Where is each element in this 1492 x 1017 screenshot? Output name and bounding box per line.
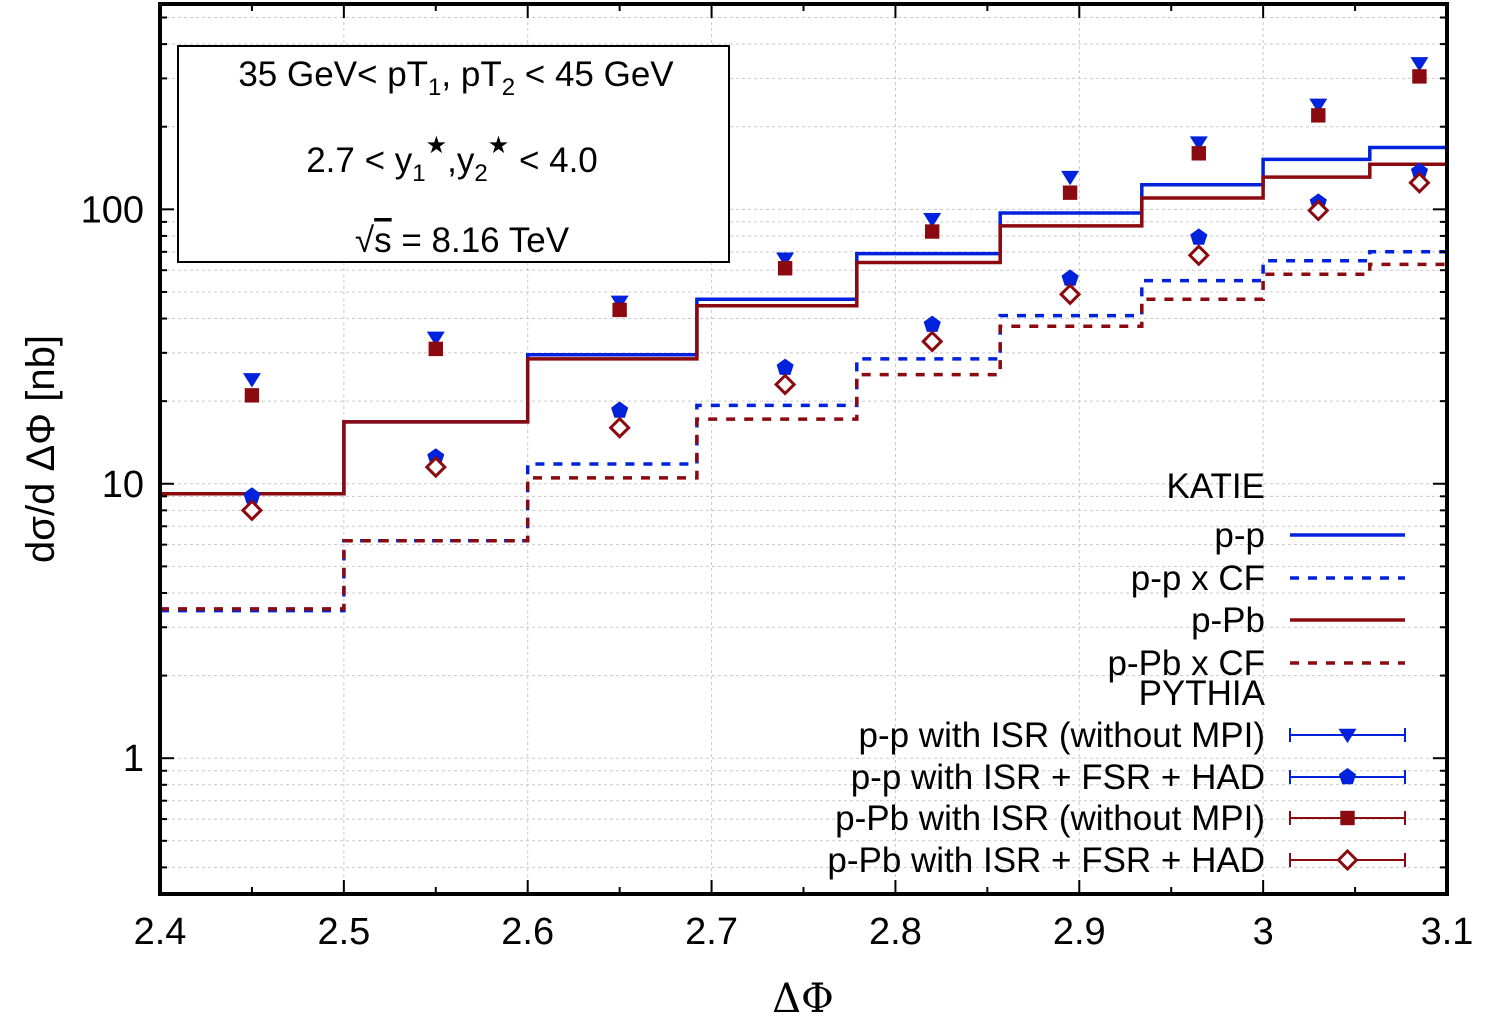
- legend-marker: [1336, 848, 1359, 872]
- point-pentagon: [1061, 269, 1079, 286]
- point-pentagon: [1410, 162, 1428, 180]
- x-tick-label: 2.8: [869, 911, 922, 953]
- point-square: [925, 224, 940, 239]
- axis-ticks: 2.4 2.5 2.6 2.7 2.8 2.9 3 3.1 1 10 100: [81, 4, 1474, 953]
- point-diamond-open: [773, 373, 797, 396]
- point-pentagon: [1190, 228, 1208, 245]
- annotation-box: [177, 45, 730, 263]
- point-diamond-open: [1058, 283, 1082, 306]
- energy-label: √s = 8.16 TeV: [355, 221, 570, 260]
- point-diamond-open: [424, 455, 447, 479]
- x-tick-label: 2.4: [134, 911, 187, 953]
- point-square: [1062, 185, 1078, 200]
- legend-label: p-Pb: [1191, 601, 1265, 640]
- cuts-annotation: 35 GeV< pT1, pT2 < 45 GeV 2.7 < y1★,y2★ …: [177, 45, 730, 263]
- histogram-p-pb: [160, 162, 1447, 496]
- point-square: [1412, 69, 1427, 84]
- y-tick-label: 10: [102, 464, 144, 506]
- point-triangle-down: [1061, 170, 1080, 186]
- x-tick-label: 2.9: [1053, 911, 1106, 953]
- x-axis-title: ΔΦ: [772, 976, 834, 1017]
- y-axis-title: dσ/d ΔΦ [nb]: [19, 335, 63, 563]
- point-triangle-down: [242, 373, 261, 388]
- legend-title-pythia: PYTHIA: [1139, 674, 1266, 713]
- point-pentagon: [776, 358, 794, 375]
- legend-marker: [1338, 768, 1357, 785]
- grid: [160, 4, 1447, 894]
- point-pentagon: [243, 487, 261, 504]
- legend-label: p-Pb with ISR (without MPI): [835, 799, 1265, 838]
- y-tick-label: 100: [81, 189, 144, 231]
- point-square: [612, 302, 627, 318]
- point-diamond-open: [1408, 171, 1431, 194]
- legend: KATIE PYTHIA p-p p-p x CFp-Pb p-Pb x CF p-p…: [827, 467, 1406, 880]
- point-triangle-down: [776, 252, 795, 267]
- point-diamond-open: [240, 499, 264, 522]
- point-diamond-open: [921, 330, 944, 353]
- legend-label: p-Pb with ISR + FSR + HAD: [827, 841, 1265, 880]
- point-square: [777, 261, 793, 276]
- point-triangle-down: [426, 331, 445, 347]
- legend-label: p-p with ISR (without MPI): [859, 716, 1266, 755]
- legend-label: p-Pb x CF: [1107, 644, 1265, 683]
- legend-label: p-p: [1214, 516, 1265, 555]
- legend-title-katie: KATIE: [1166, 467, 1265, 506]
- point-square: [1191, 146, 1206, 161]
- legend-marker: [1338, 728, 1357, 744]
- x-tick-label: 2.6: [501, 911, 554, 953]
- point-diamond-open: [608, 416, 631, 439]
- histogram-lines: [160, 145, 1447, 613]
- x-tick-label: 2.7: [685, 911, 738, 953]
- plot-frame: [158, 2, 1449, 896]
- point-diamond-open: [1307, 199, 1330, 222]
- point-triangle-down: [1189, 136, 1208, 151]
- point-triangle-down: [923, 212, 942, 228]
- y-tick-label: 1: [123, 738, 144, 780]
- point-square: [428, 341, 443, 357]
- point-square: [244, 388, 260, 403]
- point-triangle-down: [1410, 57, 1429, 72]
- point-pentagon: [611, 401, 629, 418]
- x-tick-label: 2.5: [317, 911, 370, 953]
- legend-marker: [1340, 810, 1355, 826]
- point-pentagon: [923, 315, 941, 332]
- rapidity-cut-label: 2.7 < y1★,y2★ < 4.0: [306, 132, 598, 187]
- pt-cut-label: 35 GeV< pT1, pT2 < 45 GeV: [238, 55, 674, 101]
- point-triangle-down: [1309, 98, 1328, 114]
- x-tick-label: 3: [1253, 911, 1274, 953]
- point-square: [1311, 108, 1326, 123]
- point-diamond-open: [1187, 244, 1210, 267]
- legend-label: p-p x CF: [1131, 559, 1265, 598]
- legend-label: p-p with ISR + FSR + HAD: [851, 758, 1265, 797]
- x-tick-label: 3.1: [1421, 911, 1474, 953]
- data-points: [240, 57, 1431, 522]
